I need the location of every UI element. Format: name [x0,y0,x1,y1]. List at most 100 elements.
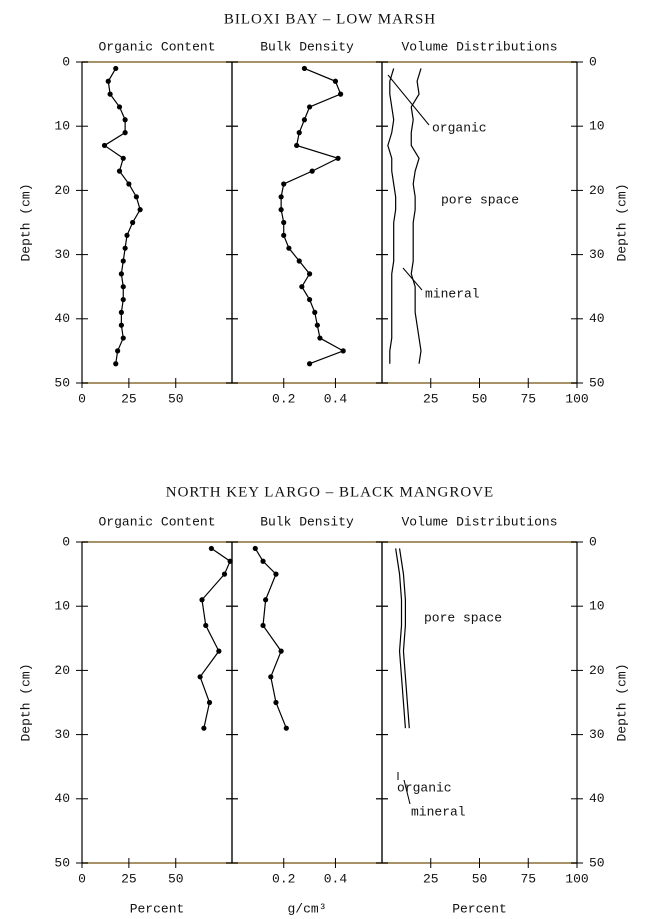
data-point [113,65,119,72]
data-point [273,699,279,706]
x-tick-label: 50 [472,871,488,886]
series-line [280,67,345,365]
series-label: mineral [411,804,466,819]
y-tick-label: 30 [54,727,70,742]
data-point [306,361,313,367]
x-tick-label: 0.4 [324,391,348,406]
data-point [120,258,126,264]
x-tick-label: 0.4 [324,871,348,886]
data-point [120,284,126,290]
data-point [296,130,302,136]
data-point [203,622,209,629]
y-tick-label: 20 [589,663,605,678]
y-tick-label: 50 [54,375,70,390]
data-point [306,271,313,277]
y-tick-label: 40 [54,311,70,326]
y-tick-label: 50 [54,855,70,870]
data-point [332,78,339,84]
data-point [263,597,269,603]
data-point [260,622,266,629]
data-point [299,284,305,290]
data-point [312,309,318,315]
y-tick-label: 0 [589,54,597,69]
data-point [294,142,300,149]
data-point [296,258,302,264]
data-point [283,725,289,731]
data-point [301,65,308,72]
data-point [281,181,287,187]
data-point [197,674,203,680]
x-tick-label: 0.2 [272,391,295,406]
data-point [122,130,128,136]
x-tick-label: 0 [78,871,86,886]
data-point [137,207,143,213]
data-point [216,648,222,654]
y-tick-label: 10 [54,119,70,134]
data-point [306,104,313,110]
y-tick-label: 20 [589,183,605,198]
y-tick-label: 0 [589,534,597,549]
panel-title: Bulk Density [260,514,354,529]
data-point [120,296,126,303]
y-tick-label: 10 [589,119,605,134]
x-tick-label: 75 [520,391,536,406]
y-tick-label: 50 [589,375,605,390]
data-point [120,155,126,161]
data-point [118,271,124,277]
data-point [126,181,132,187]
x-tick-label: 25 [121,871,137,886]
y-tick-label: 10 [589,599,605,614]
y-tick-label: 30 [589,727,605,742]
data-point [122,245,128,251]
x-tick-label: 0 [78,391,86,406]
data-point [101,142,108,149]
data-point [130,219,136,226]
y-tick-label: 0 [62,54,70,69]
figure-title: BILOXI BAY – LOW MARSH [224,11,436,27]
panel-title: Organic Content [98,514,215,529]
y-tick-label: 40 [54,791,70,806]
x-tick-label: 100 [565,871,588,886]
series-line [254,548,287,729]
x-tick-label: 25 [423,391,439,406]
x-tick-label: 50 [168,391,184,406]
series-line [387,68,397,364]
data-point [199,597,205,603]
y-tick-label: 20 [54,183,70,198]
series-label: organic [397,780,452,795]
x-axis-label: Percent [130,901,185,916]
data-point [208,545,214,552]
data-point [314,322,320,328]
data-point [317,335,323,341]
data-point [335,155,341,161]
y-tick-label: 30 [54,247,70,262]
series-line [395,548,406,729]
y-tick-label: 20 [54,663,70,678]
data-point [281,219,287,226]
x-tick-label: 50 [168,871,184,886]
y-tick-label: 10 [54,599,70,614]
series-label: organic [432,120,487,135]
x-tick-label: 50 [472,391,488,406]
x-tick-label: 25 [121,391,137,406]
y-tick-label: 40 [589,791,605,806]
data-point [115,348,121,354]
data-point [273,571,279,577]
panel-title: Bulk Density [260,39,354,54]
series-label: mineral [425,286,480,301]
data-point [201,725,207,731]
series-line [410,68,422,364]
leader-line [402,267,423,291]
y-tick-label: 30 [589,247,605,262]
y-axis-label: Depth (cm) [614,663,629,741]
data-point [278,648,284,654]
data-point [206,699,213,706]
figure-title: NORTH KEY LARGO – BLACK MANGROVE [166,484,494,500]
data-point [221,571,228,577]
data-point [338,91,344,97]
annotation: pore space [441,192,519,207]
data-point [107,91,113,97]
annotation: pore space [424,610,502,625]
